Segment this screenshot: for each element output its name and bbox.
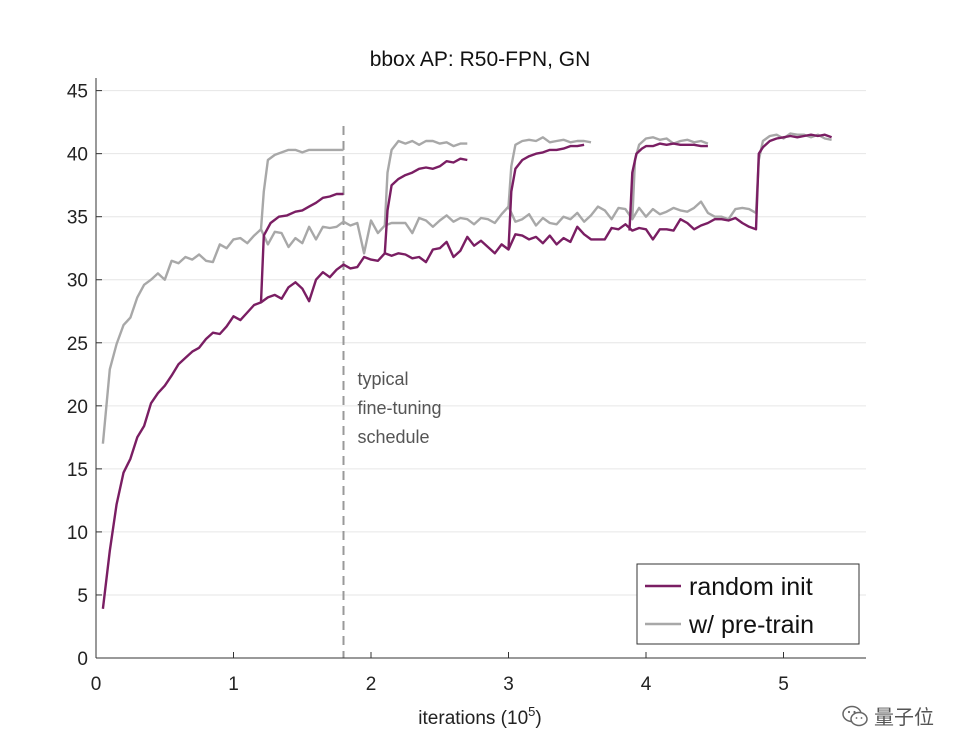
annotation-line: typical xyxy=(358,369,409,389)
y-tick-labels: 0 5 10 15 20 25 30 35 40 45 xyxy=(67,82,88,670)
series-line xyxy=(101,132,832,444)
annotation-line: fine-tuning xyxy=(358,398,442,418)
chart-title: bbox AP: R50-FPN, GN xyxy=(370,48,591,71)
y-tick-label: 0 xyxy=(77,649,88,670)
series-group xyxy=(101,132,833,609)
legend: random init w/ pre-train xyxy=(636,563,860,645)
y-tick-label: 15 xyxy=(67,460,88,481)
y-tick-label: 35 xyxy=(67,208,88,229)
x-tick-label: 5 xyxy=(778,674,789,695)
x-tick-labels: 0 1 2 3 4 5 xyxy=(91,674,789,695)
x-tick-label: 2 xyxy=(366,674,377,695)
watermark: 量子位 xyxy=(842,701,934,730)
y-tick-label: 30 xyxy=(67,271,88,292)
legend-label: random init xyxy=(689,573,813,601)
series-line xyxy=(383,157,468,254)
series-line xyxy=(101,133,833,609)
series-line xyxy=(628,142,708,231)
y-tick-label: 10 xyxy=(67,523,88,544)
axes xyxy=(95,78,866,659)
series-line xyxy=(259,148,344,230)
y-tick-label: 5 xyxy=(77,586,88,607)
y-tick-label: 40 xyxy=(67,145,88,166)
series-w-pre-train xyxy=(101,132,832,444)
series-line xyxy=(631,136,709,220)
y-tick-label: 45 xyxy=(67,82,88,103)
grid-lines xyxy=(96,90,866,596)
x-tick-label: 3 xyxy=(503,674,514,695)
series-line xyxy=(383,139,468,226)
annotation-text: typical fine-tuning schedule xyxy=(358,369,442,447)
wechat-icon xyxy=(842,705,868,726)
x-tick-label: 1 xyxy=(228,674,239,695)
annotation-line: schedule xyxy=(358,427,430,447)
x-tick-label: 0 xyxy=(91,674,102,695)
series-line xyxy=(507,136,592,207)
watermark-text: 量子位 xyxy=(874,705,934,729)
x-tick-label: 4 xyxy=(641,674,652,695)
y-tick-label: 25 xyxy=(67,334,88,355)
y-tick-label: 20 xyxy=(67,397,88,418)
legend-label: w/ pre-train xyxy=(688,611,814,639)
legend-box xyxy=(636,563,860,645)
x-axis-label: iterations (105) xyxy=(418,704,541,729)
series-line xyxy=(259,192,344,303)
series-random-init xyxy=(101,133,833,609)
series-line xyxy=(507,143,585,250)
